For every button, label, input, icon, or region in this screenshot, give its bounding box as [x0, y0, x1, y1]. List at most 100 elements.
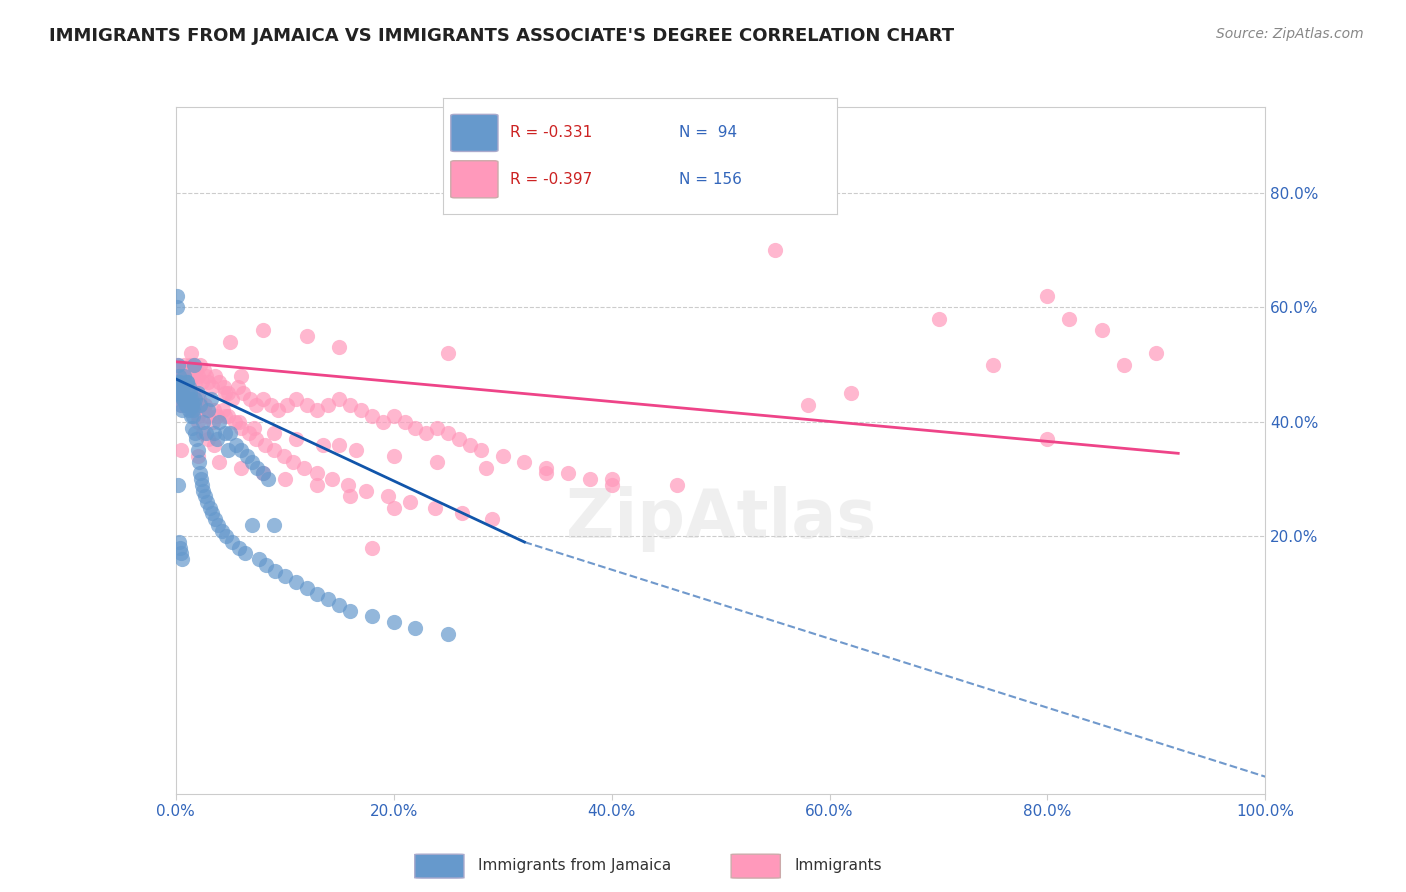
Point: [174, 363, 197, 377]
FancyBboxPatch shape: [731, 855, 780, 878]
Point: [172, 552, 194, 566]
Point: [179, 386, 201, 401]
Point: [437, 426, 460, 441]
Point: [181, 363, 204, 377]
Point: [295, 398, 318, 412]
Point: [201, 507, 224, 521]
Point: [214, 386, 236, 401]
Point: [336, 478, 359, 492]
Point: [197, 375, 219, 389]
Point: [183, 358, 205, 372]
Point: [176, 369, 198, 384]
Point: [181, 386, 204, 401]
Point: [166, 386, 188, 401]
Point: [200, 392, 222, 406]
Point: [284, 392, 307, 406]
Point: [177, 380, 200, 394]
Point: [221, 535, 243, 549]
Point: [579, 472, 602, 486]
Point: [492, 449, 515, 463]
Point: [240, 517, 263, 532]
Point: [226, 380, 249, 394]
Point: [252, 467, 274, 481]
Point: [191, 415, 214, 429]
Point: [170, 380, 193, 394]
Point: [202, 426, 225, 441]
Point: [174, 386, 197, 401]
Text: N =  94: N = 94: [679, 126, 737, 140]
Point: [238, 426, 260, 441]
Point: [167, 392, 190, 406]
Point: [224, 415, 246, 429]
Point: [204, 512, 226, 526]
Point: [186, 386, 209, 401]
Point: [217, 386, 239, 401]
Point: [252, 323, 274, 337]
Point: [170, 380, 193, 394]
Point: [205, 409, 228, 424]
Point: [201, 380, 224, 394]
Point: [208, 415, 231, 429]
Point: [184, 375, 207, 389]
Point: [181, 403, 204, 417]
Point: [186, 363, 208, 377]
Point: [186, 369, 209, 384]
Point: [180, 346, 202, 360]
Point: [166, 289, 188, 303]
Point: [190, 398, 212, 412]
Point: [1036, 432, 1059, 446]
Point: [339, 604, 361, 618]
Point: [405, 621, 427, 635]
Point: [186, 449, 209, 463]
Point: [169, 386, 191, 401]
Text: N = 156: N = 156: [679, 172, 742, 186]
Point: [284, 432, 307, 446]
Point: [195, 495, 218, 509]
Point: [166, 358, 188, 372]
Point: [382, 615, 405, 630]
Point: [600, 478, 623, 492]
Point: [172, 403, 194, 417]
Point: [371, 415, 394, 429]
Point: [214, 426, 236, 441]
Point: [356, 483, 378, 498]
Point: [292, 460, 315, 475]
Point: [235, 449, 257, 463]
Point: [180, 398, 202, 412]
Point: [214, 409, 236, 424]
Point: [307, 586, 329, 600]
Point: [183, 358, 205, 372]
Point: [207, 517, 229, 532]
Point: [534, 467, 557, 481]
Point: [172, 369, 194, 384]
Point: [184, 426, 207, 441]
Point: [167, 478, 190, 492]
Point: [426, 420, 449, 434]
Point: [339, 489, 361, 503]
Point: [666, 478, 689, 492]
Point: [186, 409, 209, 424]
Point: [198, 500, 221, 515]
Point: [981, 358, 1004, 372]
Point: [181, 398, 204, 412]
Point: [191, 478, 214, 492]
Point: [177, 392, 200, 406]
Point: [841, 386, 863, 401]
Text: R = -0.397: R = -0.397: [510, 172, 592, 186]
Point: [172, 375, 194, 389]
Point: [382, 449, 405, 463]
Point: [167, 358, 190, 372]
Point: [202, 403, 225, 417]
Point: [295, 329, 318, 343]
Point: [170, 546, 193, 561]
Point: [360, 409, 382, 424]
Point: [307, 478, 329, 492]
Point: [228, 415, 250, 429]
Point: [172, 392, 194, 406]
Point: [243, 420, 266, 434]
Point: [295, 581, 318, 595]
Point: [247, 552, 270, 566]
Point: [201, 415, 224, 429]
Point: [382, 409, 405, 424]
Point: [215, 529, 238, 543]
